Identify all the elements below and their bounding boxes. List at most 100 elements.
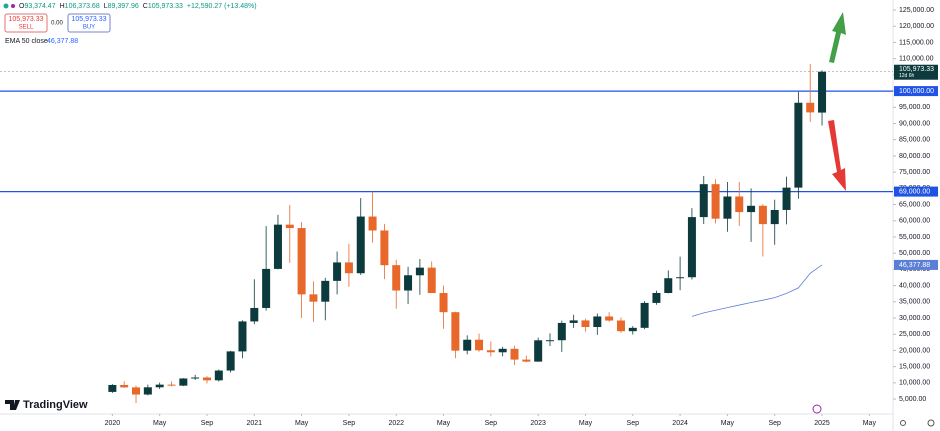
candle-body — [699, 184, 708, 218]
candle-body — [262, 268, 271, 308]
candle-body — [522, 359, 531, 362]
y-tick-label: 50,000.00 — [899, 250, 930, 257]
header-value: 93,374.47 — [24, 3, 55, 10]
x-tick-label: 2024 — [672, 420, 688, 427]
y-tick-label: 125,000.00 — [899, 7, 934, 14]
header-key: H — [60, 3, 65, 10]
candle-body — [451, 312, 460, 351]
candle-body — [132, 387, 141, 395]
y-tick-label: 10,000.00 — [899, 380, 930, 387]
brand: TradingView — [23, 399, 88, 411]
header-key: C — [143, 3, 148, 10]
y-tick-label: 75,000.00 — [899, 169, 930, 176]
up-arrow — [829, 12, 846, 63]
ema-badge — [894, 259, 938, 270]
y-tick-label: 55,000.00 — [899, 234, 930, 241]
x-tick-label: 2025 — [814, 420, 830, 427]
candle-body — [593, 316, 602, 328]
ema-legend-value: 46,377.88 — [47, 38, 78, 45]
candle-body — [758, 205, 767, 225]
y-tick-label: 5,000.00 — [899, 396, 926, 403]
x-tick-label: Sep — [485, 420, 498, 427]
y-tick-label: 85,000.00 — [899, 137, 930, 144]
candle-body — [581, 320, 590, 328]
price-line-badge — [894, 86, 938, 97]
settings-icon[interactable] — [900, 420, 906, 426]
candle-body — [818, 71, 827, 113]
x-tick-label: Sep — [343, 420, 356, 427]
y-tick-label: 40,000.00 — [899, 282, 930, 289]
candle-body — [321, 280, 330, 302]
candle-body — [167, 384, 176, 386]
candle-body — [415, 267, 424, 276]
sell-button[interactable] — [4, 13, 48, 33]
header-value: 106,373.68 — [65, 3, 100, 10]
header-value: 105,973.33 — [148, 3, 183, 10]
candle-body — [333, 262, 342, 281]
y-tick-label: 95,000.00 — [899, 104, 930, 111]
candle-body — [202, 377, 211, 381]
candle-body — [640, 302, 649, 328]
candle-body — [569, 320, 578, 323]
candle-body — [226, 351, 235, 371]
candle-body — [439, 293, 448, 313]
x-tick-label: May — [437, 420, 451, 427]
candle-body — [250, 307, 259, 322]
candle-body — [794, 102, 803, 188]
candle-body — [214, 370, 223, 381]
last-price-badge — [894, 64, 938, 80]
candle-body — [723, 196, 732, 219]
candle-body — [155, 384, 164, 388]
replay-icon[interactable] — [812, 404, 822, 414]
x-tick-label: May — [579, 420, 593, 427]
x-tick-label: 2023 — [530, 420, 546, 427]
countdown-label: 12d 6h — [899, 73, 915, 79]
x-tick-label: Sep — [768, 420, 781, 427]
candle-body — [652, 292, 661, 303]
x-tick-label: May — [721, 420, 735, 427]
x-tick-label: 2022 — [388, 420, 404, 427]
buy-price: 105,973.33 — [71, 16, 106, 23]
buy-button[interactable] — [67, 13, 111, 33]
ema-legend-name: EMA 50 close — [5, 38, 48, 45]
ema-badge-label: 46,377.88 — [899, 262, 930, 269]
candle-body — [664, 278, 673, 293]
candle-body — [510, 348, 519, 360]
candle-body — [309, 294, 318, 302]
candle-body — [616, 320, 625, 332]
y-tick-label: 115,000.00 — [899, 39, 934, 46]
y-tick-label: 120,000.00 — [899, 23, 934, 30]
share-icon — [11, 4, 15, 8]
x-tick-label: May — [863, 420, 877, 427]
candle-body — [380, 230, 389, 266]
candle-body — [628, 327, 637, 332]
candle-body — [711, 184, 720, 219]
y-tick-label: 90,000.00 — [899, 120, 930, 127]
candle-body — [238, 321, 247, 352]
candle-body — [273, 224, 282, 269]
candle-body — [356, 216, 365, 274]
candle-body — [143, 387, 152, 395]
candle-body — [545, 340, 554, 342]
candle-body — [392, 265, 401, 291]
sell-price: 105,973.33 — [8, 16, 43, 23]
candle-body — [498, 348, 507, 353]
x-tick-label: Sep — [201, 420, 214, 427]
buy-label: BUY — [83, 25, 95, 31]
candle-body — [782, 187, 791, 210]
y-tick-label: 30,000.00 — [899, 315, 930, 322]
candle-body — [404, 275, 413, 291]
sell-label: SELL — [19, 25, 34, 31]
candle-body — [344, 262, 353, 274]
header-value: 89,397.96 — [108, 3, 139, 10]
y-tick-label: 80,000.00 — [899, 153, 930, 160]
price-line-label: 69,000.00 — [899, 188, 930, 195]
gear-icon[interactable] — [927, 419, 935, 427]
candle-body — [747, 205, 756, 213]
header-key: O — [19, 3, 25, 10]
candle-body — [108, 384, 117, 392]
x-tick-label: 2020 — [105, 420, 121, 427]
candle-body — [687, 217, 696, 278]
x-tick-label: 2021 — [247, 420, 263, 427]
